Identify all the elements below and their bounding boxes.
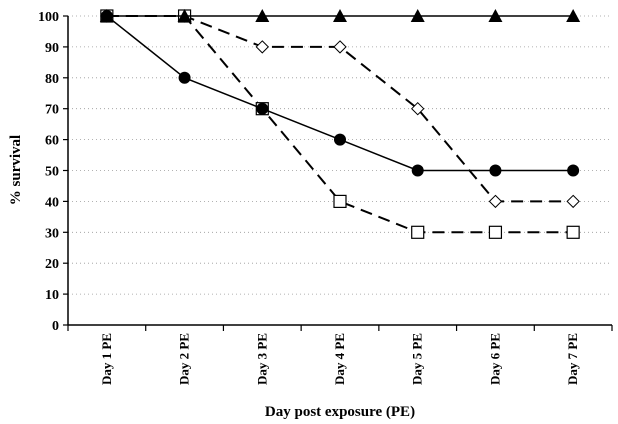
y-tick-label: 70: [45, 103, 59, 118]
x-tick-label: Day 2 PE: [177, 333, 192, 385]
gridlines: [68, 15, 612, 295]
y-tick-label: 0: [52, 319, 59, 334]
y-tick-label: 80: [45, 72, 59, 87]
y-axis-label: % survival: [8, 135, 24, 205]
series-group: [99, 9, 581, 239]
y-tick-label: 50: [45, 165, 59, 180]
x-tick-label: Day 4 PE: [332, 333, 347, 385]
circle-marker: [567, 164, 580, 177]
y-tick-label: 10: [45, 288, 59, 303]
diamond-marker: [566, 194, 580, 209]
triangle-marker: [488, 9, 503, 22]
x-axis-label: Day post exposure (PE): [265, 404, 415, 420]
triangle-marker: [255, 9, 270, 22]
x-tick-label: Day 1 PE: [99, 333, 114, 385]
y-tick-label: 100: [38, 10, 59, 25]
y-tick-label: 20: [45, 257, 59, 272]
triangle-marker: [177, 9, 192, 22]
triangle-marker: [99, 9, 114, 22]
series-circle-filled: [100, 10, 580, 177]
circle-marker: [256, 102, 269, 115]
x-tick-label: Day 7 PE: [565, 333, 580, 385]
y-tick-label: 30: [45, 226, 59, 241]
axes: [63, 15, 613, 331]
triangle-marker: [566, 9, 581, 22]
series-line-circle-filled: [106, 15, 574, 172]
diamond-marker: [333, 40, 347, 54]
circle-marker: [178, 71, 191, 84]
diamond-marker: [411, 101, 425, 116]
circle-marker: [489, 164, 502, 177]
y-tick-label: 40: [45, 195, 59, 210]
triangle-marker: [333, 9, 347, 22]
triangle-marker: [410, 9, 425, 22]
diamond-marker: [488, 194, 503, 209]
y-tick-label: 60: [45, 134, 59, 149]
x-tick-labels: Day 1 PE Day 2 PE Day 3 PE Day 4 PE Day 5 PE…: [99, 333, 580, 385]
square-marker: [488, 225, 503, 239]
square-marker: [566, 225, 580, 239]
square-marker: [411, 225, 425, 239]
y-tick-label: 90: [45, 41, 59, 56]
series-triangle-filled: [99, 9, 581, 22]
square-marker: [333, 194, 347, 208]
x-tick-label: Day 6 PE: [487, 333, 502, 385]
x-tick-label: Day 3 PE: [254, 333, 269, 385]
y-tick-labels: 0 10 20 30 40 50 60 70 80 90 100: [38, 10, 59, 334]
circle-marker: [334, 133, 346, 146]
circle-marker: [411, 164, 424, 177]
x-tick-label: Day 5 PE: [410, 333, 425, 385]
diamond-marker: [255, 40, 269, 54]
